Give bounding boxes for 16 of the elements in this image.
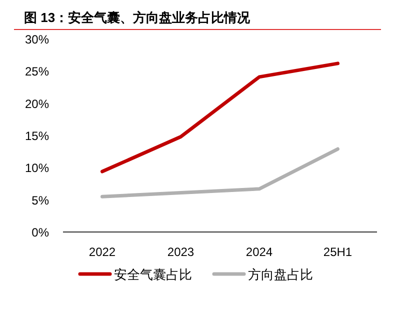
x-tick-label: 2022 [88,245,116,259]
line-series [100,147,340,198]
legend-label: 方向盘占比 [248,267,313,282]
y-tick-label: 20% [24,96,50,111]
chart-title: 图 13：安全气囊、方向盘业务占比情况 [24,10,252,25]
y-tick-label: 25% [24,64,50,79]
x-tick-label: 25H1 [323,245,352,259]
y-tick-label: 10% [24,161,50,176]
x-tick-label: 2023 [167,245,194,259]
legend-label: 安全气囊占比 [114,267,192,282]
x-tick-label: 2024 [246,245,273,259]
y-tick-label: 30% [24,32,50,46]
y-tick-label: 15% [24,129,50,143]
line-series [100,62,340,174]
y-tick-label: 0% [32,226,50,240]
y-tick-label: 5% [32,193,50,208]
